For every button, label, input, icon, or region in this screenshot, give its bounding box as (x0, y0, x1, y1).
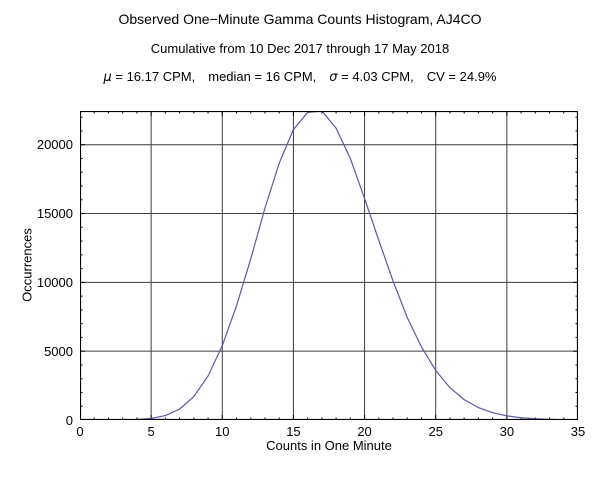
x-tick-label: 0 (76, 424, 84, 439)
chart-stats-line: μ = 16.17 CPM, median = 16 CPM, σ = 4.03 C… (0, 69, 600, 85)
sigma-value: = 4.03 CPM, (337, 69, 414, 84)
histogram-curve (80, 110, 579, 421)
median-value: median = 16 CPM, (208, 69, 317, 84)
plot-frame (79, 110, 579, 421)
y-tick-label: 10000 (36, 274, 73, 290)
x-tick-label: 15 (286, 424, 301, 439)
x-tick-label: 5 (147, 424, 155, 439)
chart-canvas (79, 110, 579, 421)
cv-value: CV = 24.9% (426, 69, 497, 84)
plot-area (79, 110, 579, 421)
mu-symbol: μ (103, 70, 112, 85)
chart-title: Observed One−Minute Gamma Counts Histogr… (118, 11, 482, 27)
y-tick-label: 5000 (44, 343, 73, 359)
x-tick-label: 25 (428, 424, 443, 439)
x-tick-label: 20 (357, 424, 372, 439)
x-tick-label: 30 (499, 424, 515, 439)
chart-subtitle: Cumulative from 10 Dec 2017 through 17 M… (150, 41, 450, 56)
x-tick-label: 10 (215, 424, 230, 439)
y-tick-label: 20000 (36, 137, 73, 153)
sigma-symbol: σ (329, 70, 338, 85)
mu-value: = 16.17 CPM, (111, 69, 196, 84)
x-tick-label: 35 (570, 424, 586, 439)
y-axis-title: Occurrences (19, 228, 35, 302)
y-tick-label: 15000 (36, 206, 73, 222)
y-tick-label: 0 (65, 412, 73, 428)
x-axis-title: Counts in One Minute (266, 438, 392, 453)
